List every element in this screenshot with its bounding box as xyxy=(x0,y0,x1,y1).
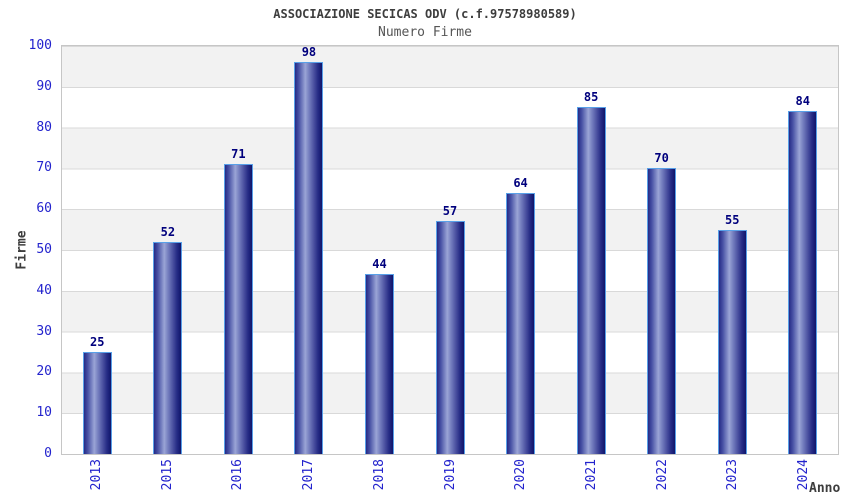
bar-slot: 57 xyxy=(415,46,486,454)
chart-title: ASSOCIAZIONE SECICAS ODV (c.f.9757898058… xyxy=(273,7,577,21)
x-tick-label: 2018 xyxy=(371,459,387,491)
y-tick-label: 90 xyxy=(36,78,52,94)
x-tick-label: 2015 xyxy=(159,459,175,491)
bar xyxy=(717,229,747,454)
y-tick-label: 100 xyxy=(28,38,52,53)
bar-value-label: 71 xyxy=(231,147,246,162)
bar-value-label: 85 xyxy=(583,90,599,105)
bar-slot: 44 xyxy=(344,46,415,454)
bar xyxy=(153,241,183,454)
bar-slot: 98 xyxy=(274,46,345,454)
x-tick-slot: 2023 xyxy=(698,459,769,499)
x-axis-title: Anno xyxy=(809,481,841,496)
bar-slot: 64 xyxy=(485,46,556,454)
bar xyxy=(82,352,112,454)
x-tick-label: 2021 xyxy=(584,459,599,491)
x-tick-slot: 2018 xyxy=(344,459,415,499)
bar-value-label: 44 xyxy=(372,257,387,272)
bar-value-label: 55 xyxy=(724,212,740,227)
y-tick-label: 0 xyxy=(44,446,52,461)
y-tick-label: 70 xyxy=(36,160,52,176)
bar-slot: 55 xyxy=(697,46,768,454)
bar xyxy=(294,62,324,454)
bar xyxy=(506,192,536,454)
bar-slot: 52 xyxy=(133,46,204,454)
bar-value-label: 57 xyxy=(442,204,458,219)
bar xyxy=(788,111,818,454)
x-tick-label: 2022 xyxy=(654,459,670,491)
bar xyxy=(364,274,394,454)
y-tick-label: 10 xyxy=(36,405,52,421)
y-tick-label: 50 xyxy=(36,242,52,257)
x-tick-label: 2020 xyxy=(513,459,529,491)
x-tick-slot: 2015 xyxy=(132,459,203,499)
y-tick-label: 40 xyxy=(36,282,52,298)
bar-slot: 84 xyxy=(767,46,838,454)
x-tick-label: 2023 xyxy=(725,459,741,491)
bars-row: 25 52 71 98 44 57 64 85 70 55 84 xyxy=(62,46,838,454)
bar-slot: 25 xyxy=(62,46,133,454)
bar xyxy=(435,221,465,454)
bar-value-label: 70 xyxy=(654,151,669,166)
x-tick-label: 2017 xyxy=(301,459,317,491)
bar xyxy=(223,164,253,454)
y-tick-label: 60 xyxy=(36,201,52,217)
x-tick-label: 2019 xyxy=(442,459,458,491)
x-tick-slot: 2016 xyxy=(202,459,273,499)
x-tick-slot: 2021 xyxy=(556,459,627,499)
bar xyxy=(647,168,677,454)
x-tick-label: 2013 xyxy=(88,459,104,491)
bar-slot: 71 xyxy=(203,46,274,454)
plot-area: 25 52 71 98 44 57 64 85 70 55 84 xyxy=(61,45,839,455)
x-tick-slot: 2022 xyxy=(627,459,698,499)
y-tick-label: 80 xyxy=(36,119,52,135)
bar-value-label: 98 xyxy=(301,45,317,59)
y-tick-label: 20 xyxy=(36,364,52,380)
x-tick-label: 2016 xyxy=(230,459,246,491)
bar-value-label: 84 xyxy=(795,94,810,109)
bar-slot: 85 xyxy=(556,46,627,454)
x-tick-slot: 2017 xyxy=(273,459,344,499)
x-tick-slot: 2019 xyxy=(415,459,486,499)
x-tick-slot: 2013 xyxy=(61,459,132,499)
bar-slot: 70 xyxy=(626,46,697,454)
x-tick-slot: 2020 xyxy=(485,459,556,499)
chart-subtitle: Numero Firme xyxy=(378,25,472,40)
bar-value-label: 52 xyxy=(160,224,176,239)
y-axis-ticks: 0 10 20 30 40 50 60 70 80 90 100 xyxy=(12,39,52,460)
bar-value-label: 64 xyxy=(513,175,528,190)
bar xyxy=(576,107,606,454)
bar-value-label: 25 xyxy=(90,335,105,349)
x-axis-ticks: 2013 2015 2016 2017 2018 2019 2020 2021 2022 2023… xyxy=(61,459,839,499)
y-tick-label: 30 xyxy=(36,323,52,339)
